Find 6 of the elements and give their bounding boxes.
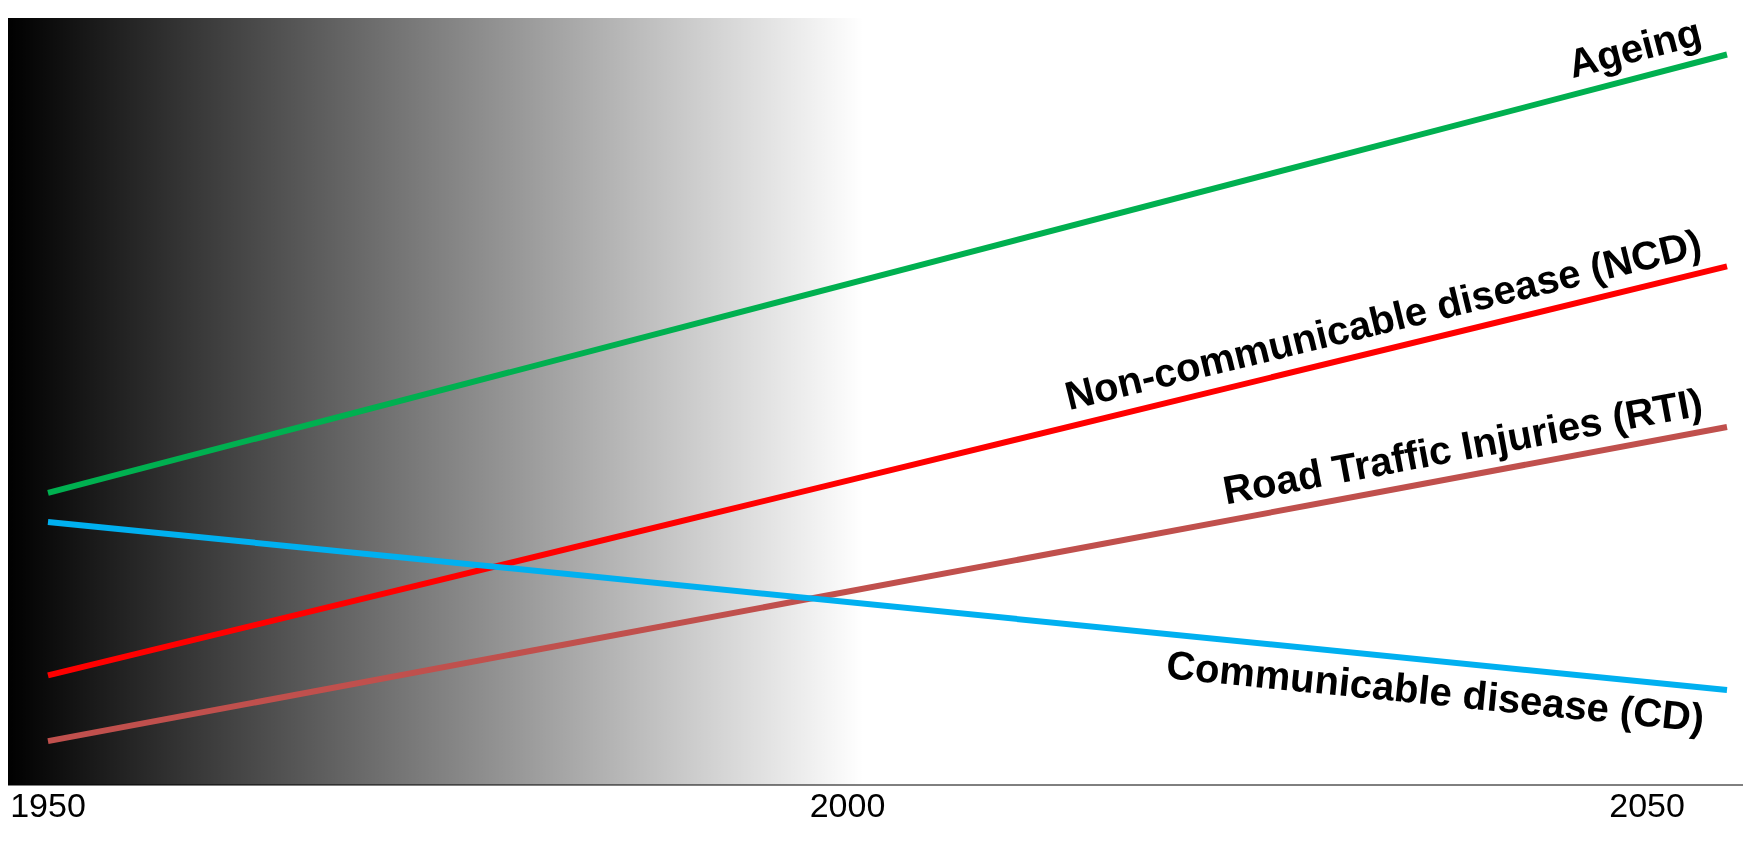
x-tick-label: 2000 — [809, 786, 886, 825]
x-tick-label: 2050 — [1609, 786, 1685, 825]
text: Road Traffic Injuries (RTI) — [1219, 379, 1706, 513]
text: Communicable disease (CD) — [1164, 642, 1707, 740]
text: Ageing — [1563, 9, 1706, 87]
x-tick-label: 1950 — [10, 786, 86, 825]
